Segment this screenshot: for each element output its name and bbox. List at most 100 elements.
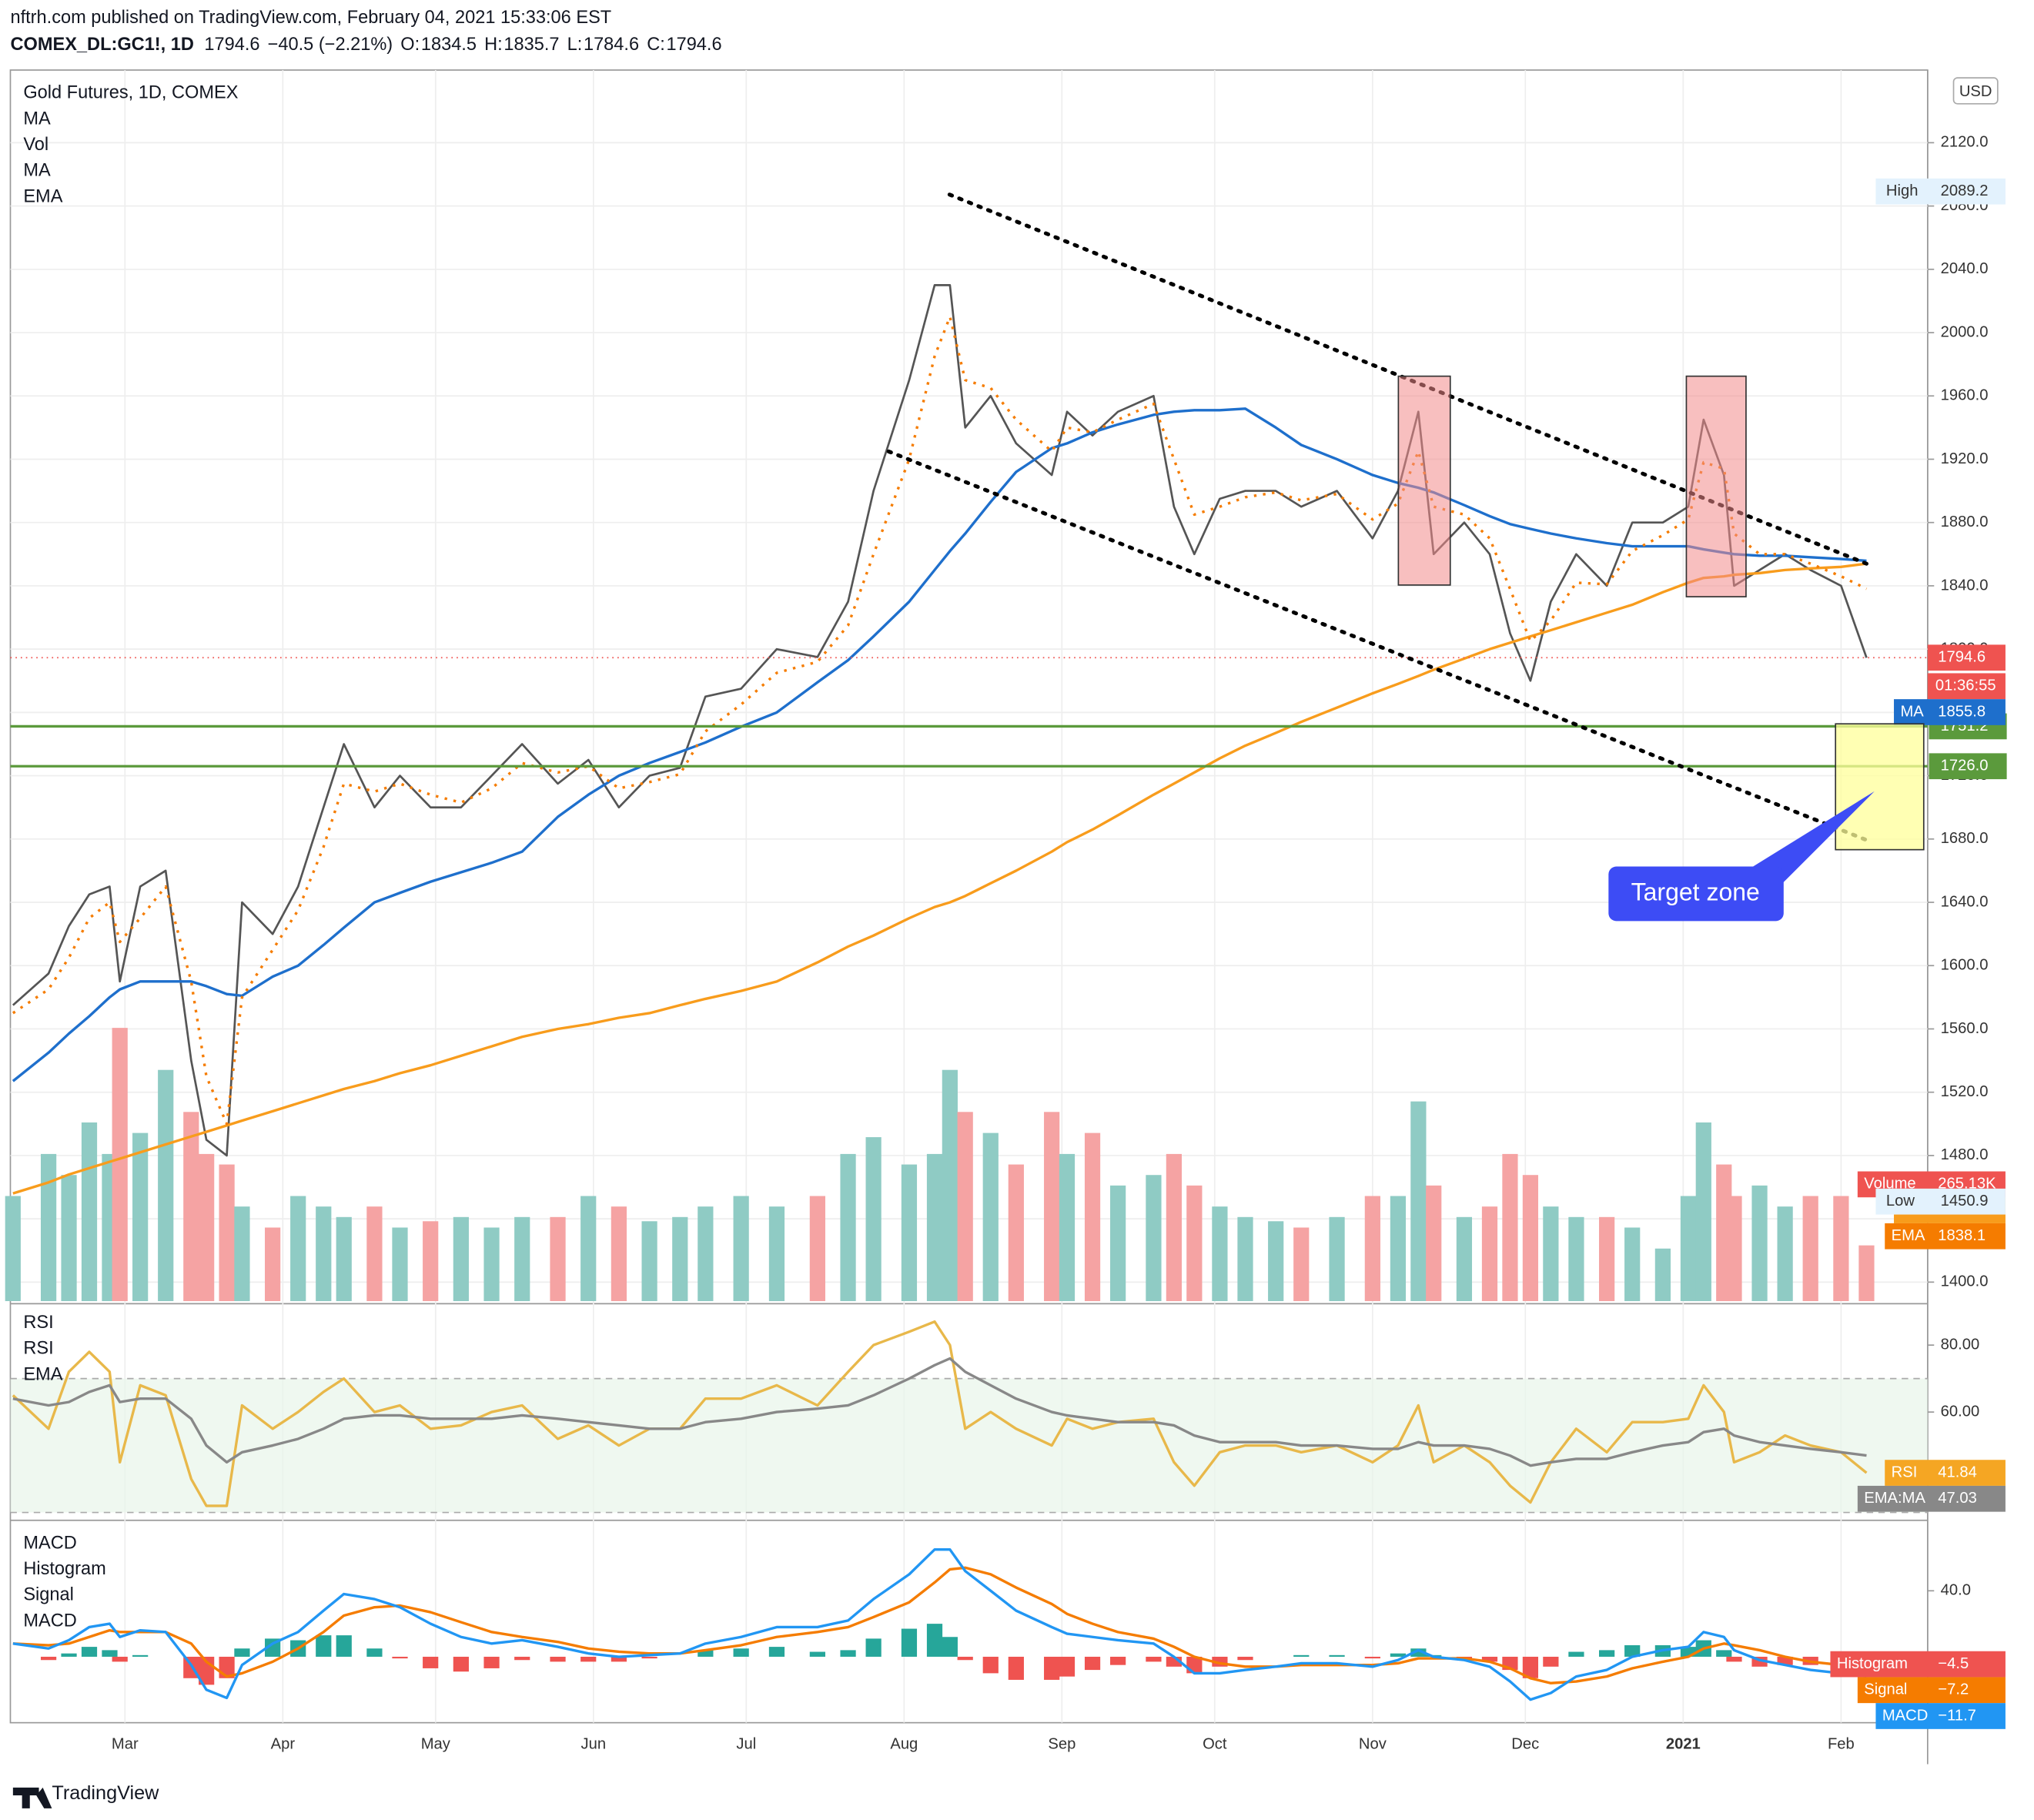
legend-entry: MA bbox=[23, 108, 51, 128]
volume-bar bbox=[219, 1164, 235, 1302]
x-tick-label: May bbox=[421, 1736, 451, 1753]
highlight-box bbox=[1397, 375, 1451, 586]
volume-bar bbox=[1833, 1196, 1849, 1302]
value-tag bbox=[1885, 1460, 2006, 1486]
histogram-bar bbox=[1364, 1656, 1380, 1659]
y-tick-label: 1560.0 bbox=[1941, 1020, 1989, 1037]
histogram-bar bbox=[81, 1647, 98, 1657]
y-tick-label: 1880.0 bbox=[1941, 514, 1989, 530]
histogram-bar bbox=[1293, 1654, 1310, 1657]
volume-bar bbox=[901, 1164, 918, 1302]
ohlc-value: 1794.6 bbox=[666, 34, 721, 54]
histogram-bar bbox=[316, 1635, 332, 1657]
volume-bar bbox=[1212, 1206, 1228, 1302]
change: −40.5 (−2.21%) bbox=[268, 34, 393, 54]
volume-bar bbox=[336, 1216, 352, 1302]
volume-bar bbox=[1543, 1206, 1559, 1302]
y-tick-label: 1840.0 bbox=[1941, 577, 1989, 594]
histogram-bar bbox=[1110, 1656, 1126, 1665]
legend-entry: RSI bbox=[23, 1338, 53, 1358]
volume-bar bbox=[1084, 1132, 1101, 1302]
last-price: 1794.6 bbox=[204, 34, 259, 54]
legend-entry: MA bbox=[23, 160, 51, 180]
volume-bar bbox=[1329, 1216, 1345, 1302]
histogram-bar bbox=[1624, 1644, 1641, 1657]
volume-bar bbox=[957, 1112, 973, 1302]
volume-bar bbox=[942, 1069, 958, 1302]
currency: USD bbox=[1959, 83, 1992, 100]
x-tick-label: Jul bbox=[736, 1736, 756, 1753]
y-tick-label: 1960.0 bbox=[1941, 387, 1989, 404]
volume-bar bbox=[1410, 1101, 1427, 1302]
value-tag bbox=[1885, 1223, 2006, 1250]
price-label-name: Low bbox=[1886, 1193, 1915, 1209]
y-tick-label: 1600.0 bbox=[1941, 957, 1989, 974]
volume-bar bbox=[132, 1132, 149, 1302]
y-tick-label: 80.00 bbox=[1941, 1336, 1980, 1353]
value-tag bbox=[1830, 1651, 2006, 1678]
y-tick-label: 1480.0 bbox=[1941, 1146, 1989, 1163]
legend-entry: EMA bbox=[23, 186, 62, 206]
y-tick-label: 2000.0 bbox=[1941, 323, 1989, 340]
histogram-bar bbox=[1716, 1650, 1732, 1657]
histogram-bar bbox=[698, 1650, 714, 1657]
volume-bar bbox=[1726, 1196, 1742, 1302]
series-line bbox=[12, 1548, 1867, 1701]
channel-lower bbox=[886, 449, 1870, 843]
volume-bar bbox=[1695, 1122, 1711, 1302]
volume-bar bbox=[1654, 1248, 1671, 1302]
volume-bar bbox=[1008, 1164, 1024, 1302]
ohlc-key: H: bbox=[484, 34, 503, 54]
volume-bar bbox=[1146, 1175, 1162, 1302]
histogram-bar bbox=[483, 1656, 500, 1668]
x-tick-label: Nov bbox=[1359, 1736, 1387, 1753]
volume-bar bbox=[768, 1206, 785, 1302]
level-label: 1726.0 bbox=[1941, 758, 1989, 775]
volume-bar bbox=[316, 1206, 332, 1302]
volume-bar bbox=[81, 1122, 98, 1302]
x-tick-label: Feb bbox=[1828, 1736, 1855, 1753]
series-line bbox=[12, 407, 1867, 1082]
histogram-bar bbox=[809, 1651, 825, 1657]
volume-bar bbox=[672, 1216, 688, 1302]
x-tick-label: Sep bbox=[1048, 1736, 1076, 1753]
histogram-bar bbox=[514, 1656, 530, 1661]
volume-bar bbox=[1059, 1153, 1076, 1302]
annotations: Target zone bbox=[886, 192, 1925, 922]
histogram-bar bbox=[1410, 1648, 1427, 1657]
series-line bbox=[12, 284, 1868, 1157]
histogram-bar bbox=[234, 1648, 250, 1657]
value-tag-label: 41.84 bbox=[1938, 1464, 1977, 1480]
volume-bar bbox=[809, 1196, 825, 1302]
volume-bar bbox=[1237, 1216, 1253, 1302]
volume-bar bbox=[580, 1196, 597, 1302]
x-tick-label: Oct bbox=[1203, 1736, 1227, 1753]
volume-bar bbox=[865, 1137, 882, 1302]
volume-bar bbox=[733, 1196, 749, 1302]
histogram-bar bbox=[132, 1654, 149, 1657]
value-tag-name: Histogram bbox=[1837, 1655, 1908, 1672]
y-tick-label: 60.00 bbox=[1941, 1403, 1980, 1420]
y-tick-label: 40.0 bbox=[1941, 1582, 1971, 1599]
ohlc-key: O: bbox=[400, 34, 420, 54]
histogram-bar bbox=[40, 1656, 57, 1661]
x-tick-label: Mar bbox=[112, 1736, 139, 1753]
histogram-bar bbox=[901, 1628, 918, 1657]
panel-title: RSI bbox=[23, 1312, 53, 1332]
histogram-bar bbox=[1084, 1656, 1101, 1671]
y-tick-label: 2120.0 bbox=[1941, 134, 1989, 151]
histogram-bar bbox=[102, 1650, 118, 1657]
ohlc-value: 1784.6 bbox=[584, 34, 639, 54]
volume-bar bbox=[1293, 1227, 1310, 1302]
symbol: COMEX_DL:GC1!, 1D bbox=[10, 34, 193, 54]
currency-box bbox=[1952, 77, 1999, 105]
x-tick-label: Aug bbox=[890, 1736, 918, 1753]
volume-bar bbox=[453, 1216, 469, 1302]
y-tick-label: 1400.0 bbox=[1941, 1273, 1989, 1290]
histogram-bar bbox=[768, 1647, 785, 1657]
ohlc-value: 1835.7 bbox=[503, 34, 559, 54]
price-label-value: 2089.2 bbox=[1941, 182, 1989, 199]
y-tick-label: 1680.0 bbox=[1941, 830, 1989, 847]
volume-bar bbox=[366, 1206, 383, 1302]
